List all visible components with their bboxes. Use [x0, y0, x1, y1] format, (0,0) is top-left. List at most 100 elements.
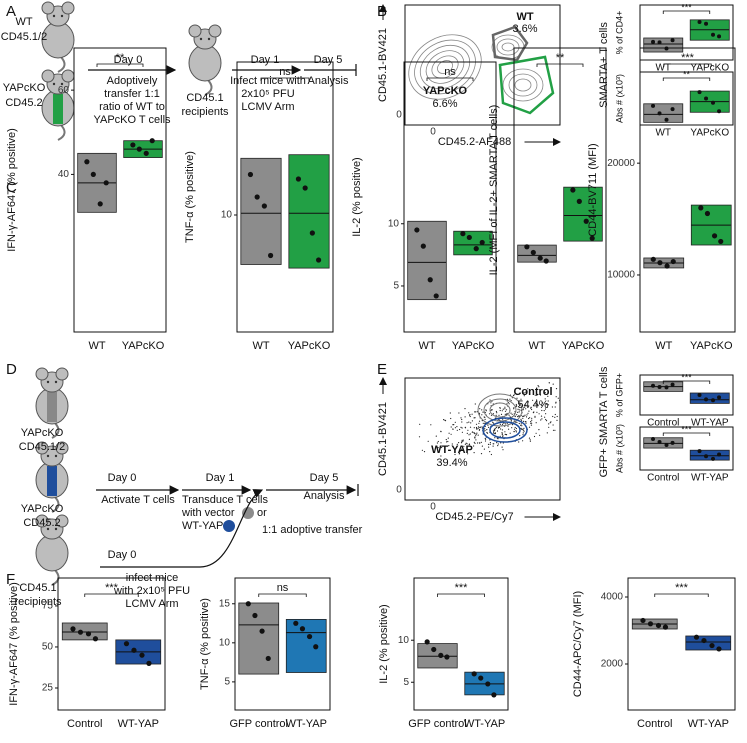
event-dot	[475, 433, 477, 435]
step-day: Day 0	[108, 549, 137, 561]
step-day: Day 5	[310, 472, 339, 484]
y-axis-label: CD44-APC/Cy7 (MFI)	[572, 591, 584, 697]
event-dot	[479, 442, 481, 444]
data-point	[460, 231, 466, 237]
event-dot	[487, 443, 490, 445]
event-dot	[475, 426, 478, 429]
event-dot	[541, 418, 543, 420]
y-tick-label: 10000	[607, 270, 635, 281]
event-dot	[488, 426, 490, 428]
event-dot	[525, 422, 527, 424]
data-point	[717, 395, 722, 400]
box	[643, 37, 684, 53]
y-tick-label: 75	[42, 601, 54, 612]
event-dot	[465, 442, 467, 444]
box	[407, 220, 447, 301]
data-point	[657, 40, 662, 45]
event-dot	[461, 439, 463, 441]
data-point	[657, 111, 662, 116]
event-dot	[486, 432, 489, 434]
mouse-body	[188, 44, 222, 82]
event-dot	[511, 413, 513, 415]
mouse-ear	[41, 69, 55, 83]
mouse-eye	[52, 82, 56, 86]
step-day: Day 1	[251, 54, 280, 66]
event-dot	[554, 413, 556, 416]
event-dot	[555, 388, 558, 390]
event-dot	[541, 404, 543, 406]
recipient: recipients	[181, 106, 229, 118]
event-dot	[482, 411, 484, 413]
x-tick-label: GFP control	[408, 718, 467, 730]
donor-name: YAPcKO	[3, 82, 46, 94]
data-point	[670, 38, 675, 43]
y-tick-label: 10	[219, 637, 231, 648]
y-tick-label: 50	[42, 642, 54, 653]
step-text: Activate T cells	[101, 494, 175, 506]
event-dot	[469, 413, 471, 416]
x-tick-label: GFP control	[230, 718, 289, 730]
x-tick-label: WT-YAP	[118, 718, 159, 730]
significance-label: ***	[681, 372, 692, 382]
mouse-eye	[54, 380, 58, 384]
event-dot	[496, 430, 499, 432]
data-point	[651, 39, 656, 44]
mouse-eye	[60, 82, 64, 86]
panel-label: B	[377, 3, 387, 20]
data-point	[664, 263, 670, 269]
event-dot	[454, 421, 456, 423]
mouse-icon	[35, 441, 69, 513]
event-dot	[522, 407, 525, 409]
event-dot	[530, 421, 532, 423]
step-text: transfer 1:1	[104, 88, 160, 100]
mouse-ear	[188, 24, 202, 38]
event-dot	[475, 423, 478, 425]
event-dot	[546, 403, 548, 405]
event-dot	[458, 453, 460, 455]
event-dot	[531, 419, 533, 421]
event-dot	[533, 411, 535, 413]
x-tick-label: WT-YAP	[691, 473, 729, 484]
event-dot	[554, 406, 556, 408]
data-point	[697, 449, 702, 454]
event-dot	[471, 413, 473, 415]
event-dot	[554, 416, 556, 418]
contour	[483, 398, 517, 422]
data-point	[657, 260, 663, 266]
event-dot	[441, 446, 443, 449]
data-point	[77, 629, 84, 635]
event-dot	[468, 412, 470, 414]
step-text: Analysis	[308, 75, 349, 87]
data-point	[704, 21, 709, 26]
data-point	[254, 194, 260, 200]
data-point	[650, 256, 656, 262]
event-dot	[450, 433, 452, 435]
event-dot	[535, 432, 537, 434]
data-point	[302, 185, 308, 191]
axis-label: CD45.1-BV421	[377, 28, 389, 102]
gate	[491, 25, 529, 62]
axis-label: CD45.1-BV421	[377, 402, 389, 476]
step-day: Day 1	[206, 472, 235, 484]
data-point	[471, 671, 477, 677]
significance-label: ns	[444, 66, 456, 78]
event-dot	[552, 383, 554, 385]
event-dot	[555, 396, 557, 398]
event-dot	[513, 394, 515, 396]
donor-strain: CD45.1/2	[19, 441, 65, 453]
event-dot	[427, 440, 429, 442]
event-dot	[444, 419, 446, 421]
event-dot	[497, 438, 499, 440]
event-dot	[528, 437, 531, 439]
data-point	[717, 34, 722, 39]
x-tick-label: WT	[655, 128, 671, 139]
event-dot	[520, 398, 522, 400]
event-dot	[492, 430, 495, 432]
y-tick-label: 15	[219, 598, 231, 609]
event-dot	[524, 414, 526, 416]
event-dot	[419, 423, 421, 425]
event-dot	[466, 443, 468, 445]
data-point	[473, 246, 479, 252]
box	[453, 230, 493, 256]
data-point	[97, 201, 103, 207]
